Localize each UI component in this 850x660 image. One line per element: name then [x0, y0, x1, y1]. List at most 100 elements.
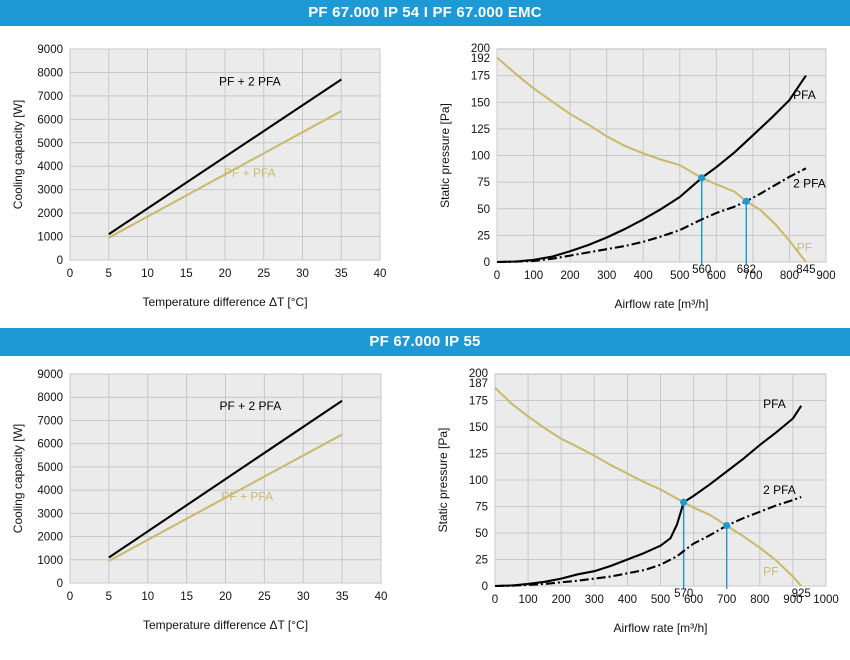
airflow-marker-label: 560 [692, 264, 711, 276]
x-tick-label: 5 [106, 268, 112, 280]
y-tick-label-max: 200 [471, 43, 490, 55]
airflow-marker-label: 570 [674, 588, 693, 600]
y-axis-label: Static pressure [Pa] [438, 103, 452, 208]
series-line-pf-2-pfa [108, 399, 343, 559]
y-tick-label: 150 [471, 97, 490, 109]
series-label: PF + 2 PFA [219, 74, 281, 88]
section-banner-bottom: PF 67.000 IP 55 [0, 328, 850, 356]
y-tick-label: 125 [471, 124, 490, 136]
y-tick-label: 75 [475, 502, 488, 514]
y-tick-label: 9000 [37, 369, 63, 381]
x-tick-label: 10 [141, 591, 154, 603]
x-tick-label: 35 [335, 268, 348, 280]
x-tick-label: 40 [375, 591, 388, 603]
x-tick-label: 800 [780, 270, 799, 282]
operating-point-marker [698, 174, 706, 182]
x-tick-label: 25 [258, 591, 271, 603]
y-tick-label: 9000 [37, 44, 63, 56]
series-line-2-pfa [494, 496, 802, 588]
x-tick-label: 40 [374, 268, 387, 280]
series-label: PF + PFA [224, 166, 276, 180]
y-tick-label: 6000 [37, 439, 63, 451]
y-tick-label: 25 [475, 555, 488, 567]
y-tick-label: 8000 [37, 67, 63, 79]
x-tick-label: 1000 [813, 594, 839, 606]
x-tick-label: 900 [783, 594, 802, 606]
y-tick-label: 2000 [37, 532, 63, 544]
y-tick-label: 3000 [37, 185, 63, 197]
x-tick-label: 10 [141, 268, 154, 280]
y-axis-label: Cooling capacity [W] [11, 100, 25, 209]
series-line-pfa [496, 75, 807, 264]
y-axis-label: Static pressure [Pa] [436, 428, 450, 533]
x-tick-label: 35 [336, 591, 349, 603]
x-tick-label: 0 [492, 594, 498, 606]
x-tick-label: 500 [670, 270, 689, 282]
y-tick-label: 0 [484, 257, 490, 269]
y-tick-label: 175 [469, 396, 488, 408]
x-tick-label: 400 [618, 594, 637, 606]
x-tick-label: 25 [257, 268, 270, 280]
x-tick-label: 15 [180, 591, 193, 603]
x-tick-label: 300 [597, 270, 616, 282]
x-axis-label: Temperature difference ΔT [°C] [142, 295, 307, 309]
x-tick-label: 30 [296, 268, 309, 280]
y-tick-label: 8000 [37, 392, 63, 404]
x-tick-label: 100 [519, 594, 538, 606]
section-banner-top: PF 67.000 IP 54 I PF 67.000 EMC [0, 0, 850, 26]
y-tick-label: 100 [471, 151, 490, 163]
x-tick-label: 100 [524, 270, 543, 282]
y-tick-label-max: 200 [469, 368, 488, 380]
series-label: PFA [763, 397, 786, 411]
series-line-2-pfa [496, 167, 807, 264]
airflow-marker-label: 845 [796, 264, 815, 276]
y-axis-label: Cooling capacity [W] [11, 424, 25, 533]
airflow-marker-label: 925 [792, 588, 811, 600]
series-line-pf [496, 56, 807, 263]
y-tick-label: 125 [469, 449, 488, 461]
series-line-pf-pfa [108, 110, 342, 239]
series-label: 2 PFA [763, 483, 796, 497]
x-tick-label: 5 [106, 591, 112, 603]
x-tick-label: 30 [297, 591, 310, 603]
operating-point-marker [742, 197, 750, 205]
y-tick-label: 25 [477, 230, 490, 242]
y-tick-label: 3000 [37, 508, 63, 520]
y-tick-label: 0 [57, 255, 63, 267]
y-tick-label: 150 [469, 422, 488, 434]
chart-press_bot: 0 100 200 300 400 500 600 700 800 900 1000 0 25 50 75 1… [436, 368, 839, 635]
x-tick-label: 200 [552, 594, 571, 606]
x-tick-label: 400 [634, 270, 653, 282]
series-line-pfa [494, 405, 803, 588]
chart-press_top: 0 100 200 300 400 500 600 700 800 900 0 25 50 75 100 12… [438, 43, 836, 311]
y-tick-label: 4000 [37, 485, 63, 497]
x-tick-label: 20 [219, 591, 232, 603]
operating-point-marker [723, 521, 731, 530]
x-tick-label: 300 [585, 594, 604, 606]
operating-point-marker [680, 498, 688, 506]
y-tick-label: 50 [477, 204, 490, 216]
x-tick-label: 600 [707, 270, 726, 282]
y-tick-label: 175 [471, 71, 490, 83]
series-label: PF + 2 PFA [220, 399, 282, 413]
airflow-marker-label: 682 [737, 264, 756, 276]
charts-top-row: 0 5 10 15 20 25 30 35 40010002000300040005000600… [11, 43, 836, 311]
y-tick-label: 75 [477, 177, 490, 189]
x-tick-label: 20 [219, 268, 232, 280]
y-tick-label-intercept: 192 [471, 53, 490, 65]
series-line-pf [494, 387, 802, 587]
x-tick-label: 500 [651, 594, 670, 606]
y-tick-label: 5000 [37, 462, 63, 474]
x-tick-label: 0 [67, 268, 73, 280]
x-tick-label: 800 [750, 594, 769, 606]
x-axis-label: Temperature difference ΔT [°C] [143, 618, 308, 632]
x-axis-label: Airflow rate [m³/h] [614, 297, 708, 311]
y-tick-label-intercept: 187 [469, 378, 488, 390]
x-axis-label: Airflow rate [m³/h] [613, 621, 707, 635]
y-tick-label: 50 [475, 528, 488, 540]
x-tick-label: 200 [561, 270, 580, 282]
y-tick-label: 5000 [37, 138, 63, 150]
series-line-pf-2-pfa [108, 78, 342, 236]
y-tick-label: 7000 [37, 91, 63, 103]
x-tick-label: 0 [67, 591, 73, 603]
